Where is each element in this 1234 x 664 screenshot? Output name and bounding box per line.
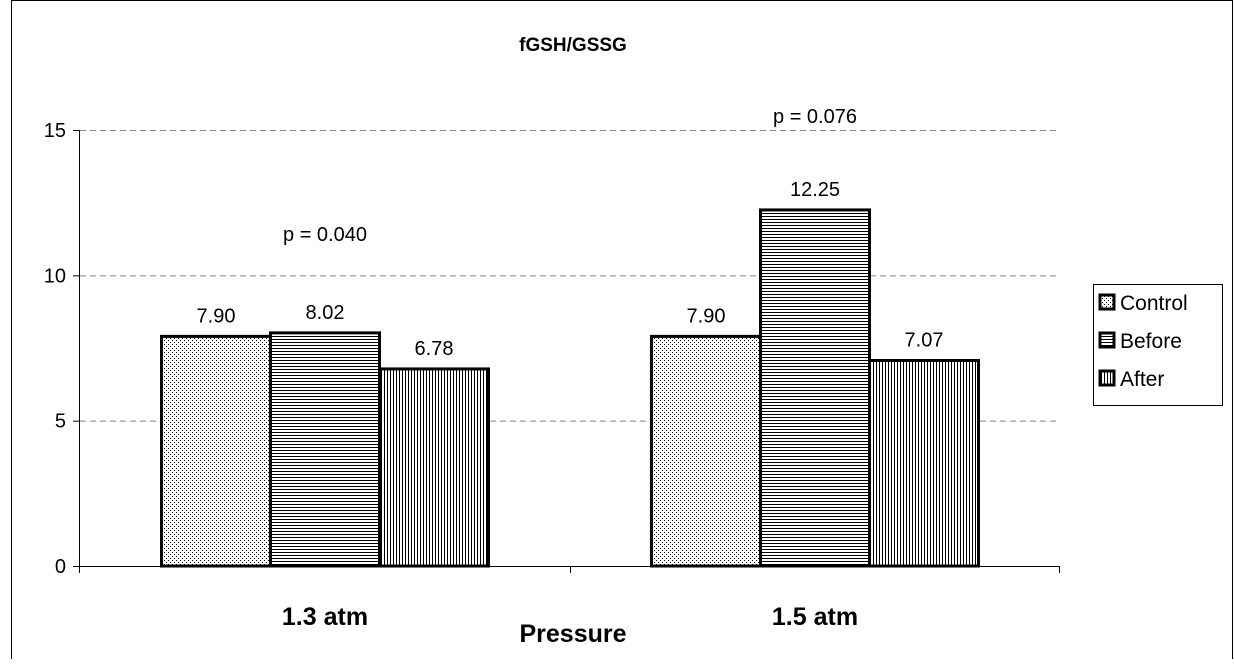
value-label-after-1: 6.78: [415, 338, 454, 360]
legend-swatch-before: [1098, 331, 1116, 349]
bar-before-2: [759, 208, 871, 568]
legend-label-control: Control: [1120, 292, 1188, 315]
legend: Control Before After: [1093, 284, 1223, 406]
legend-label-after: After: [1120, 368, 1164, 391]
legend-swatch-control: [1098, 293, 1116, 311]
value-labels: 7.90 8.02 6.78 7.90 12.25 7.07: [197, 179, 944, 360]
legend-swatch-after: [1098, 369, 1116, 387]
value-label-control-1: 7.90: [197, 305, 236, 327]
chart-title: fGSH/GSSG: [519, 35, 627, 56]
bar-control-2: [650, 334, 762, 568]
chart-border: [11, 0, 1233, 664]
value-label-before-2: 12.25: [790, 179, 840, 201]
x-category-label-2: 1.5 atm: [772, 603, 858, 631]
bar-control-1: [160, 334, 272, 568]
value-label-control-2: 7.90: [687, 305, 726, 327]
bar-after-2: [868, 358, 980, 568]
y-tick-label: 5: [55, 411, 66, 433]
y-tick-label: 15: [44, 120, 66, 142]
bars: [160, 208, 980, 568]
bar-after-1: [378, 367, 490, 568]
y-tick-label: 0: [55, 556, 66, 578]
x-category-label-1: 1.3 atm: [282, 603, 368, 631]
bar-before-1: [269, 331, 381, 568]
legend-label-before: Before: [1120, 330, 1182, 353]
value-label-after-2: 7.07: [905, 329, 944, 351]
y-tick-labels: 0 5 10 15: [44, 120, 80, 578]
x-axis-title: Pressure: [519, 620, 626, 648]
p-value-annotation-2: p = 0.076: [773, 106, 857, 128]
value-label-before-1: 8.02: [306, 302, 345, 324]
p-value-annotation-1: p = 0.040: [283, 224, 367, 246]
y-tick-label: 10: [44, 265, 66, 287]
